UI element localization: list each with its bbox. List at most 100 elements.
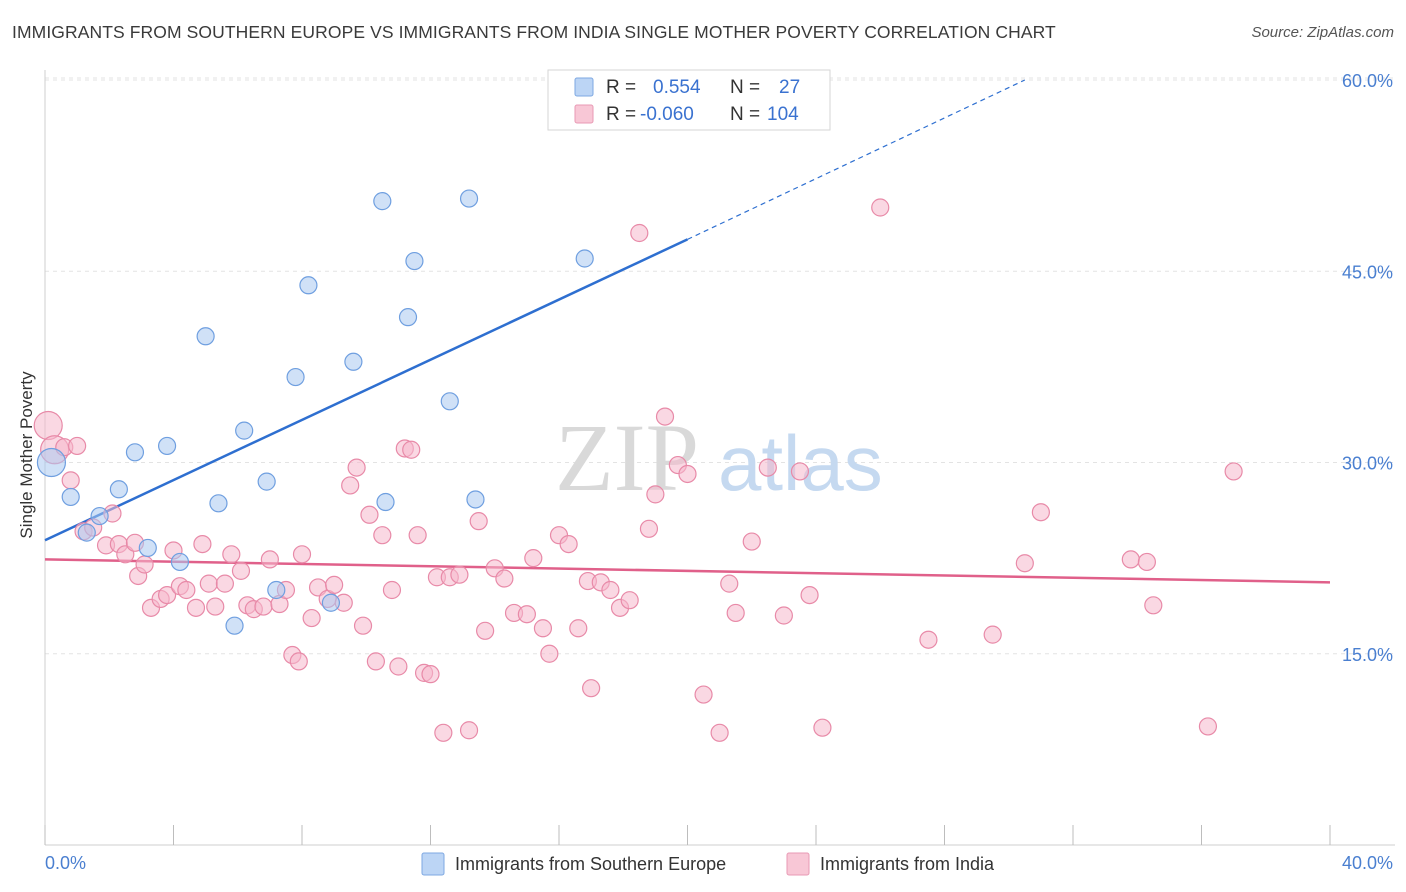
point-series-0-5 xyxy=(125,443,145,462)
point-series-0-17 xyxy=(321,593,341,612)
point-series-1-85 xyxy=(720,574,739,593)
point-series-1-44 xyxy=(360,505,379,524)
point-series-1-93 xyxy=(871,198,890,217)
point-series-1-53 xyxy=(421,665,440,684)
point-series-1-24 xyxy=(215,574,234,593)
y-tick-label-15: 15.0% xyxy=(1342,645,1393,665)
legend-n-value-1: 27 xyxy=(779,77,800,98)
point-series-1-92 xyxy=(813,718,832,737)
y-tick-label-45: 45.0% xyxy=(1342,262,1393,282)
point-series-1-36 xyxy=(302,608,321,628)
point-series-1-29 xyxy=(254,597,273,616)
point-series-1-98 xyxy=(1121,550,1140,569)
series-legend: Immigrants from Southern Europe Immigran… xyxy=(421,852,995,876)
legend-n-value-2: 104 xyxy=(767,104,799,125)
legend-swatch-southern-europe xyxy=(574,77,594,97)
point-series-1-89 xyxy=(774,606,793,625)
legend-r-label-1: R = xyxy=(606,77,636,98)
series-legend-swatch-southern-europe xyxy=(421,852,445,876)
point-series-0-8 xyxy=(170,552,190,572)
point-series-1-22 xyxy=(199,574,218,593)
trend-lines xyxy=(44,79,1331,584)
point-series-0-24 xyxy=(459,189,479,208)
point-series-1-47 xyxy=(382,580,402,600)
legend-r-value-2: -0.060 xyxy=(640,104,694,125)
point-series-1-102 xyxy=(1224,462,1243,481)
point-series-1-45 xyxy=(366,652,385,671)
point-series-0-22 xyxy=(398,308,418,327)
point-series-1-74 xyxy=(601,580,620,600)
point-series-0-19 xyxy=(373,192,392,211)
point-series-1-57 xyxy=(450,565,469,584)
legend-n-label-2: N = xyxy=(730,104,760,125)
point-series-1-62 xyxy=(495,569,514,588)
point-series-1-78 xyxy=(639,519,659,538)
point-series-0-3 xyxy=(90,506,109,526)
point-series-1-91 xyxy=(800,585,819,605)
point-series-1-35 xyxy=(292,545,312,564)
point-series-1-26 xyxy=(231,561,251,580)
point-series-1-101 xyxy=(1198,717,1218,736)
point-series-1-82 xyxy=(678,464,697,484)
point-series-1-80 xyxy=(655,407,675,426)
point-series-1-65 xyxy=(524,549,543,568)
point-series-1-30 xyxy=(260,550,279,569)
point-series-1-50 xyxy=(402,440,421,459)
point-series-1-83 xyxy=(694,685,713,704)
point-series-1-60 xyxy=(476,621,495,640)
point-series-0-16 xyxy=(299,276,318,295)
y-tick-label-30: 30.0% xyxy=(1342,454,1393,474)
point-series-1-97 xyxy=(1031,503,1050,522)
point-series-1-48 xyxy=(389,657,408,676)
point-series-1-19 xyxy=(177,580,196,600)
chart-title: IMMIGRANTS FROM SOUTHERN EUROPE VS IMMIG… xyxy=(12,22,1056,42)
point-series-1-69 xyxy=(559,534,578,554)
point-series-1-39 xyxy=(325,575,344,595)
point-series-0-6 xyxy=(138,538,157,558)
watermark: ZIP atlas xyxy=(555,404,883,511)
point-series-1-66 xyxy=(533,619,553,638)
legend-n-label-1: N = xyxy=(730,77,760,98)
point-series-0-21 xyxy=(405,251,424,271)
point-series-1-4 xyxy=(68,436,87,456)
point-series-1-13 xyxy=(135,555,154,574)
point-series-0-25 xyxy=(466,490,485,509)
point-series-1-70 xyxy=(569,619,588,638)
point-series-1-23 xyxy=(206,597,225,616)
point-series-1-0 xyxy=(33,410,63,441)
legend-swatch-india xyxy=(574,104,594,124)
point-series-1-46 xyxy=(373,526,392,545)
point-series-1-64 xyxy=(517,605,536,624)
y-tick-labels: 15.0% 30.0% 45.0% 60.0% xyxy=(1342,71,1393,665)
point-series-0-4 xyxy=(109,480,128,499)
point-series-1-88 xyxy=(758,458,777,477)
point-series-1-58 xyxy=(459,721,479,740)
data-points xyxy=(33,189,1243,742)
point-series-0-15 xyxy=(286,367,305,387)
legend-r-value-1: 0.554 xyxy=(653,77,701,98)
point-series-0-12 xyxy=(235,421,254,440)
series-legend-label-india: Immigrants from India xyxy=(820,854,995,874)
point-series-0-10 xyxy=(209,494,228,513)
point-series-0-7 xyxy=(157,436,177,456)
trend-line-extension-series-0 xyxy=(687,79,1026,240)
correlation-legend: R = 0.554 N = 27 R = -0.060 N = 104 xyxy=(547,69,831,131)
point-series-1-16 xyxy=(157,585,177,605)
point-series-1-94 xyxy=(919,630,938,649)
x-tick-label-min: 0.0% xyxy=(45,853,86,873)
trend-line-series-1 xyxy=(44,558,1331,584)
point-series-1-100 xyxy=(1144,596,1163,615)
point-series-1-25 xyxy=(222,545,241,564)
point-series-1-43 xyxy=(353,616,373,635)
point-series-1-20 xyxy=(186,598,206,617)
y-axis-label: Single Mother Poverty xyxy=(17,371,36,539)
point-series-0-18 xyxy=(344,352,363,371)
point-series-0-2 xyxy=(77,523,96,542)
trend-line-series-0 xyxy=(44,238,689,542)
point-series-1-34 xyxy=(289,652,308,671)
point-series-1-99 xyxy=(1137,552,1156,572)
point-series-0-9 xyxy=(196,327,215,346)
point-series-0-11 xyxy=(225,616,244,635)
series-legend-swatch-india xyxy=(786,852,810,876)
x-tick-label-max: 40.0% xyxy=(1342,853,1393,873)
